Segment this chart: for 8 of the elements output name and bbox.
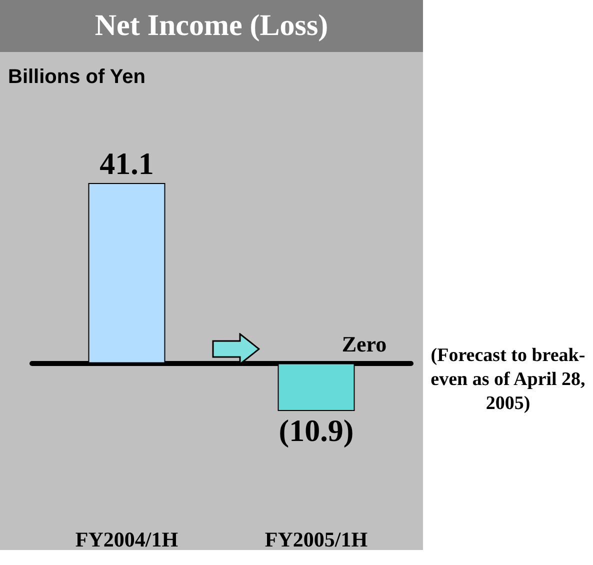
annotation: Zero [342, 332, 387, 357]
data-label: 41.1 [100, 146, 154, 181]
y-axis-title: Billions of Yen [8, 66, 146, 89]
data-label: (10.9) [278, 413, 354, 448]
x-tick-label: FY2004/1H [75, 528, 178, 552]
chart-title: Net Income (Loss) [0, 0, 423, 52]
text: (Forecast to break-even as of April 28, 2005) [430, 344, 586, 416]
x-tick-label: FY2005/1H [264, 528, 368, 552]
